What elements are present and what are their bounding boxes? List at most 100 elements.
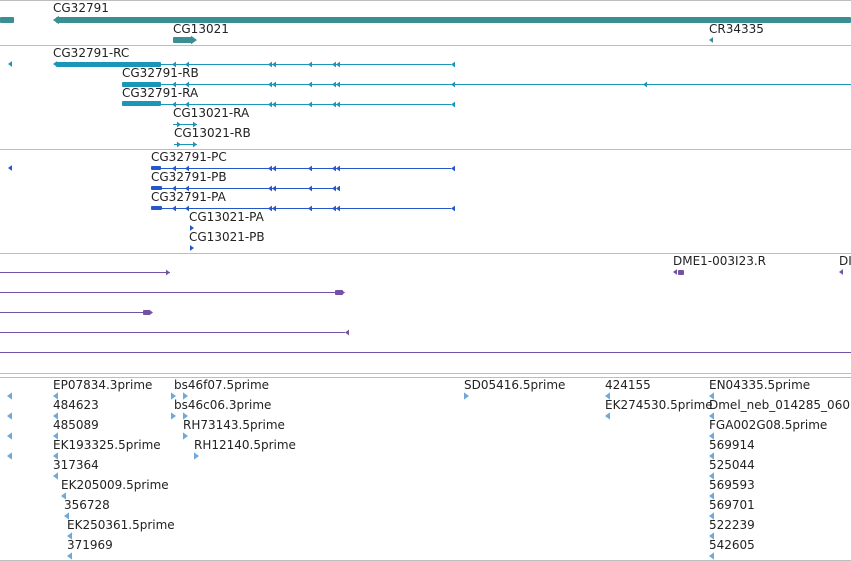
feature-rh73143-5prime[interactable] — [183, 432, 188, 440]
feature-cg13021-pa[interactable] — [190, 225, 194, 231]
feature-bs46c06-3prime[interactable] — [171, 412, 188, 420]
feature-label[interactable]: CG32791-RA — [122, 86, 199, 100]
feature-542605[interactable] — [709, 552, 714, 560]
feature-label[interactable]: bs46c06.3prime — [174, 398, 272, 412]
feature-sd05416-5prime[interactable] — [464, 392, 469, 400]
feature-fga002g08-5prime[interactable] — [709, 432, 714, 440]
feature-label[interactable]: bs46f07.5prime — [174, 378, 270, 392]
feature-est-left-3[interactable] — [7, 432, 12, 440]
feature-label[interactable]: 484623 — [53, 398, 99, 412]
feature-label[interactable]: 485089 — [53, 418, 99, 432]
feature-label[interactable]: 371969 — [67, 538, 113, 552]
feature-label[interactable]: DME1-003I23.R — [673, 254, 767, 268]
feature-label[interactable]: CG13021 — [173, 22, 229, 36]
feature-label[interactable]: CG13021-PB — [189, 230, 265, 244]
right-arrow-icon — [177, 121, 181, 128]
feature-cg32791-pb[interactable] — [151, 185, 340, 192]
feature-label[interactable]: CG13021-RA — [173, 106, 250, 120]
feature-cg32791-pa[interactable] — [151, 205, 455, 212]
feature-label[interactable]: EP07834.3prime — [53, 378, 153, 392]
left-arrow-icon — [839, 269, 843, 275]
feature-est-left-4[interactable] — [7, 452, 12, 460]
feature-label[interactable]: 569914 — [709, 438, 755, 452]
feature-label[interactable]: CG32791-PA — [151, 190, 226, 204]
feature-clone-line-2[interactable] — [0, 289, 345, 296]
feature-label[interactable]: CG32791-RC — [53, 46, 130, 60]
feature-label[interactable]: Dmel_neb_014285_060 — [709, 398, 850, 412]
feature-label[interactable]: 542605 — [709, 538, 755, 552]
feature-label[interactable]: RH73143.5prime — [183, 418, 285, 432]
feature-bs46f07-5prime[interactable] — [171, 392, 188, 400]
feature-485089[interactable] — [53, 432, 58, 440]
feature-clone-line-4[interactable] — [0, 329, 349, 336]
feature-525044[interactable] — [709, 472, 714, 480]
feature-left-edge[interactable] — [8, 61, 12, 67]
left-arrow-icon — [185, 101, 189, 108]
feature-cg13021[interactable] — [173, 35, 197, 45]
feature-label[interactable]: CG32791-PB — [151, 170, 227, 184]
feature-label[interactable]: EN04335.5prime — [709, 378, 811, 392]
feature-left-edge[interactable] — [8, 165, 12, 171]
feature-label[interactable]: 424155 — [605, 378, 651, 392]
feature-424155[interactable] — [605, 392, 610, 400]
feature-label[interactable]: CG32791-PC — [151, 150, 227, 164]
right-arrow-icon — [194, 452, 199, 460]
feature-label[interactable]: 356728 — [64, 498, 110, 512]
feature-cg32791-rc[interactable] — [53, 61, 455, 68]
feature-ek274530-5prime[interactable] — [605, 412, 610, 420]
feature-label[interactable]: EK205009.5prime — [61, 478, 169, 492]
feature-356728[interactable] — [64, 512, 69, 520]
feature-484623[interactable] — [53, 412, 58, 420]
feature-label[interactable]: SD05416.5prime — [464, 378, 566, 392]
feature-label[interactable]: EK274530.5prime — [605, 398, 713, 412]
feature-ek205009-5prime[interactable] — [61, 492, 66, 500]
feature-371969[interactable] — [67, 552, 72, 560]
feature-522239[interactable] — [709, 532, 714, 540]
feature-label[interactable]: EK250361.5prime — [67, 518, 175, 532]
feature-dme1-003i23-r[interactable] — [673, 269, 684, 275]
feature-ek250361-5prime[interactable] — [67, 532, 72, 540]
feature-label[interactable]: DI — [839, 254, 851, 268]
feature-en04335-5prime[interactable] — [709, 392, 714, 400]
feature-label[interactable]: CG13021-RB — [174, 126, 251, 140]
feature-dmel-neb-014285-060[interactable] — [709, 412, 714, 420]
left-arrow-icon — [332, 61, 336, 68]
feature-est-left-1[interactable] — [7, 392, 12, 400]
feature-label[interactable]: EK193325.5prime — [53, 438, 161, 452]
feature-cr34335[interactable] — [709, 37, 713, 43]
feature-cg13021-ra[interactable] — [173, 121, 197, 128]
feature-rh12140-5prime[interactable] — [194, 452, 199, 460]
feature-left-gene-edge[interactable] — [0, 17, 14, 23]
feature-label[interactable]: 522239 — [709, 518, 755, 532]
feature-569701[interactable] — [709, 512, 714, 520]
feature-317364[interactable] — [53, 472, 58, 480]
feature-cg32791-pc[interactable] — [151, 165, 455, 172]
feature-label[interactable]: CG32791-RB — [122, 66, 199, 80]
feature-label[interactable]: 569701 — [709, 498, 755, 512]
feature-label[interactable]: CG32791 — [53, 1, 109, 15]
feature-cg13021-pb[interactable] — [190, 245, 194, 251]
feature-569914[interactable] — [709, 452, 714, 460]
feature-569593[interactable] — [709, 492, 714, 500]
feature-cg32791-rb[interactable] — [122, 81, 851, 88]
feature-label[interactable]: 317364 — [53, 458, 99, 472]
feature-ep07834-3prime[interactable] — [53, 392, 58, 400]
feature-clone-line-3[interactable] — [0, 309, 153, 316]
feature-label[interactable]: CG13021-PA — [189, 210, 264, 224]
feature-ek193325-5prime[interactable] — [53, 452, 58, 460]
feature-cg13021-rb[interactable] — [174, 141, 197, 148]
feature-right-clone[interactable] — [839, 269, 843, 275]
feature-label[interactable]: 525044 — [709, 458, 755, 472]
left-arrow-icon — [7, 432, 12, 440]
feature-clone-line-1[interactable] — [0, 269, 170, 276]
feature-label[interactable]: CR34335 — [709, 22, 764, 36]
left-arrow-icon — [451, 81, 455, 88]
feature-label[interactable]: RH12140.5prime — [194, 438, 296, 452]
feature-cg32791[interactable] — [53, 15, 851, 25]
feature-est-left-2[interactable] — [7, 412, 12, 420]
feature-label[interactable]: FGA002G08.5prime — [709, 418, 828, 432]
feature-label[interactable]: 569593 — [709, 478, 755, 492]
feature-cg32791-ra[interactable] — [122, 101, 455, 108]
